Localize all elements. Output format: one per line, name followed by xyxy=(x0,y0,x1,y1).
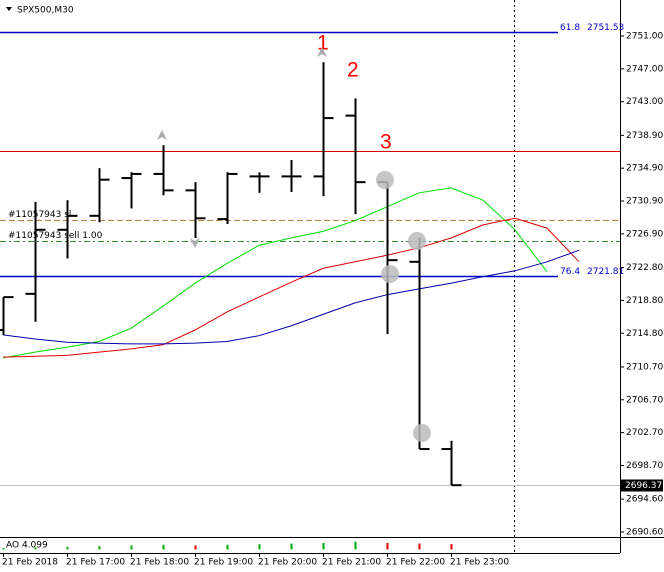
trade-marker xyxy=(413,424,431,442)
x-tick-label: 21 Feb 18:00 xyxy=(130,558,189,568)
plot: 2751.00 2747.00 2743.00 2738.90 2734.90 2730.… xyxy=(0,23,663,568)
fractal-down xyxy=(190,238,200,248)
x-tick-label: 21 Feb 21:00 xyxy=(322,558,381,568)
y-tick-label: 2747.00 xyxy=(626,64,663,74)
fractal-up xyxy=(157,130,167,140)
x-tick-label: 21 Feb 23:00 xyxy=(450,558,509,568)
fib-level: 76.4 xyxy=(560,267,580,277)
trade-marker xyxy=(376,171,394,189)
y-tick-label: 2743.00 xyxy=(626,97,663,107)
moving-average xyxy=(2,249,580,345)
annotation: 1 xyxy=(317,32,329,55)
y-tick-label: 2730.90 xyxy=(626,197,663,207)
x-tick-label: 21 Feb 22:00 xyxy=(386,558,445,568)
order-label: #11057943 sl xyxy=(8,210,71,220)
moving-average xyxy=(2,217,580,358)
y-tick-label: 2722.80 xyxy=(626,263,663,273)
y-tick-label: 2726.90 xyxy=(626,229,663,239)
x-tick-label: 21 Feb 19:00 xyxy=(194,558,253,568)
y-tick-label: 2738.90 xyxy=(626,131,663,141)
y-tick-label: 2694.60 xyxy=(626,495,663,505)
x-tick-label: 21 Feb 2018 xyxy=(2,558,58,568)
fractal-up xyxy=(317,47,327,57)
annotation: 3 xyxy=(380,131,392,154)
fib-price: 2721.81 xyxy=(587,267,624,277)
trade-markers xyxy=(376,171,431,442)
indicator-label: AO 4.099 xyxy=(6,541,48,551)
y-tick-label: 2734.90 xyxy=(626,164,663,174)
y-tick-label: 2698.70 xyxy=(626,461,663,471)
y-tick-label: 2702.70 xyxy=(626,428,663,438)
fractal-arrows xyxy=(157,47,327,248)
x-tick-label: 21 Feb 20:00 xyxy=(258,558,317,568)
order-label: #11057943 sell 1.00 xyxy=(8,231,103,241)
y-tick-label: 2710.70 xyxy=(626,362,663,372)
moving-average xyxy=(2,187,548,359)
trade-marker xyxy=(408,232,426,250)
fib-price: 2751.53 xyxy=(587,23,624,33)
dropdown-icon[interactable] xyxy=(6,7,12,11)
trade-marker xyxy=(381,265,399,283)
y-tick-label: 2690.60 xyxy=(626,527,663,537)
current-price-label: 2696.37 xyxy=(625,481,662,491)
annotation: 2 xyxy=(347,59,359,82)
x-tick-label: 21 Feb 17:00 xyxy=(66,558,125,568)
current-price-box xyxy=(621,479,663,492)
fib-level: 61.8 xyxy=(560,23,580,33)
chart-title: SPX500,M30 xyxy=(17,6,74,16)
y-tick-label: 2751.00 xyxy=(626,31,663,41)
y-tick-label: 2718.80 xyxy=(626,296,663,306)
y-tick-label: 2714.80 xyxy=(626,329,663,339)
y-tick-label: 2706.70 xyxy=(626,395,663,405)
